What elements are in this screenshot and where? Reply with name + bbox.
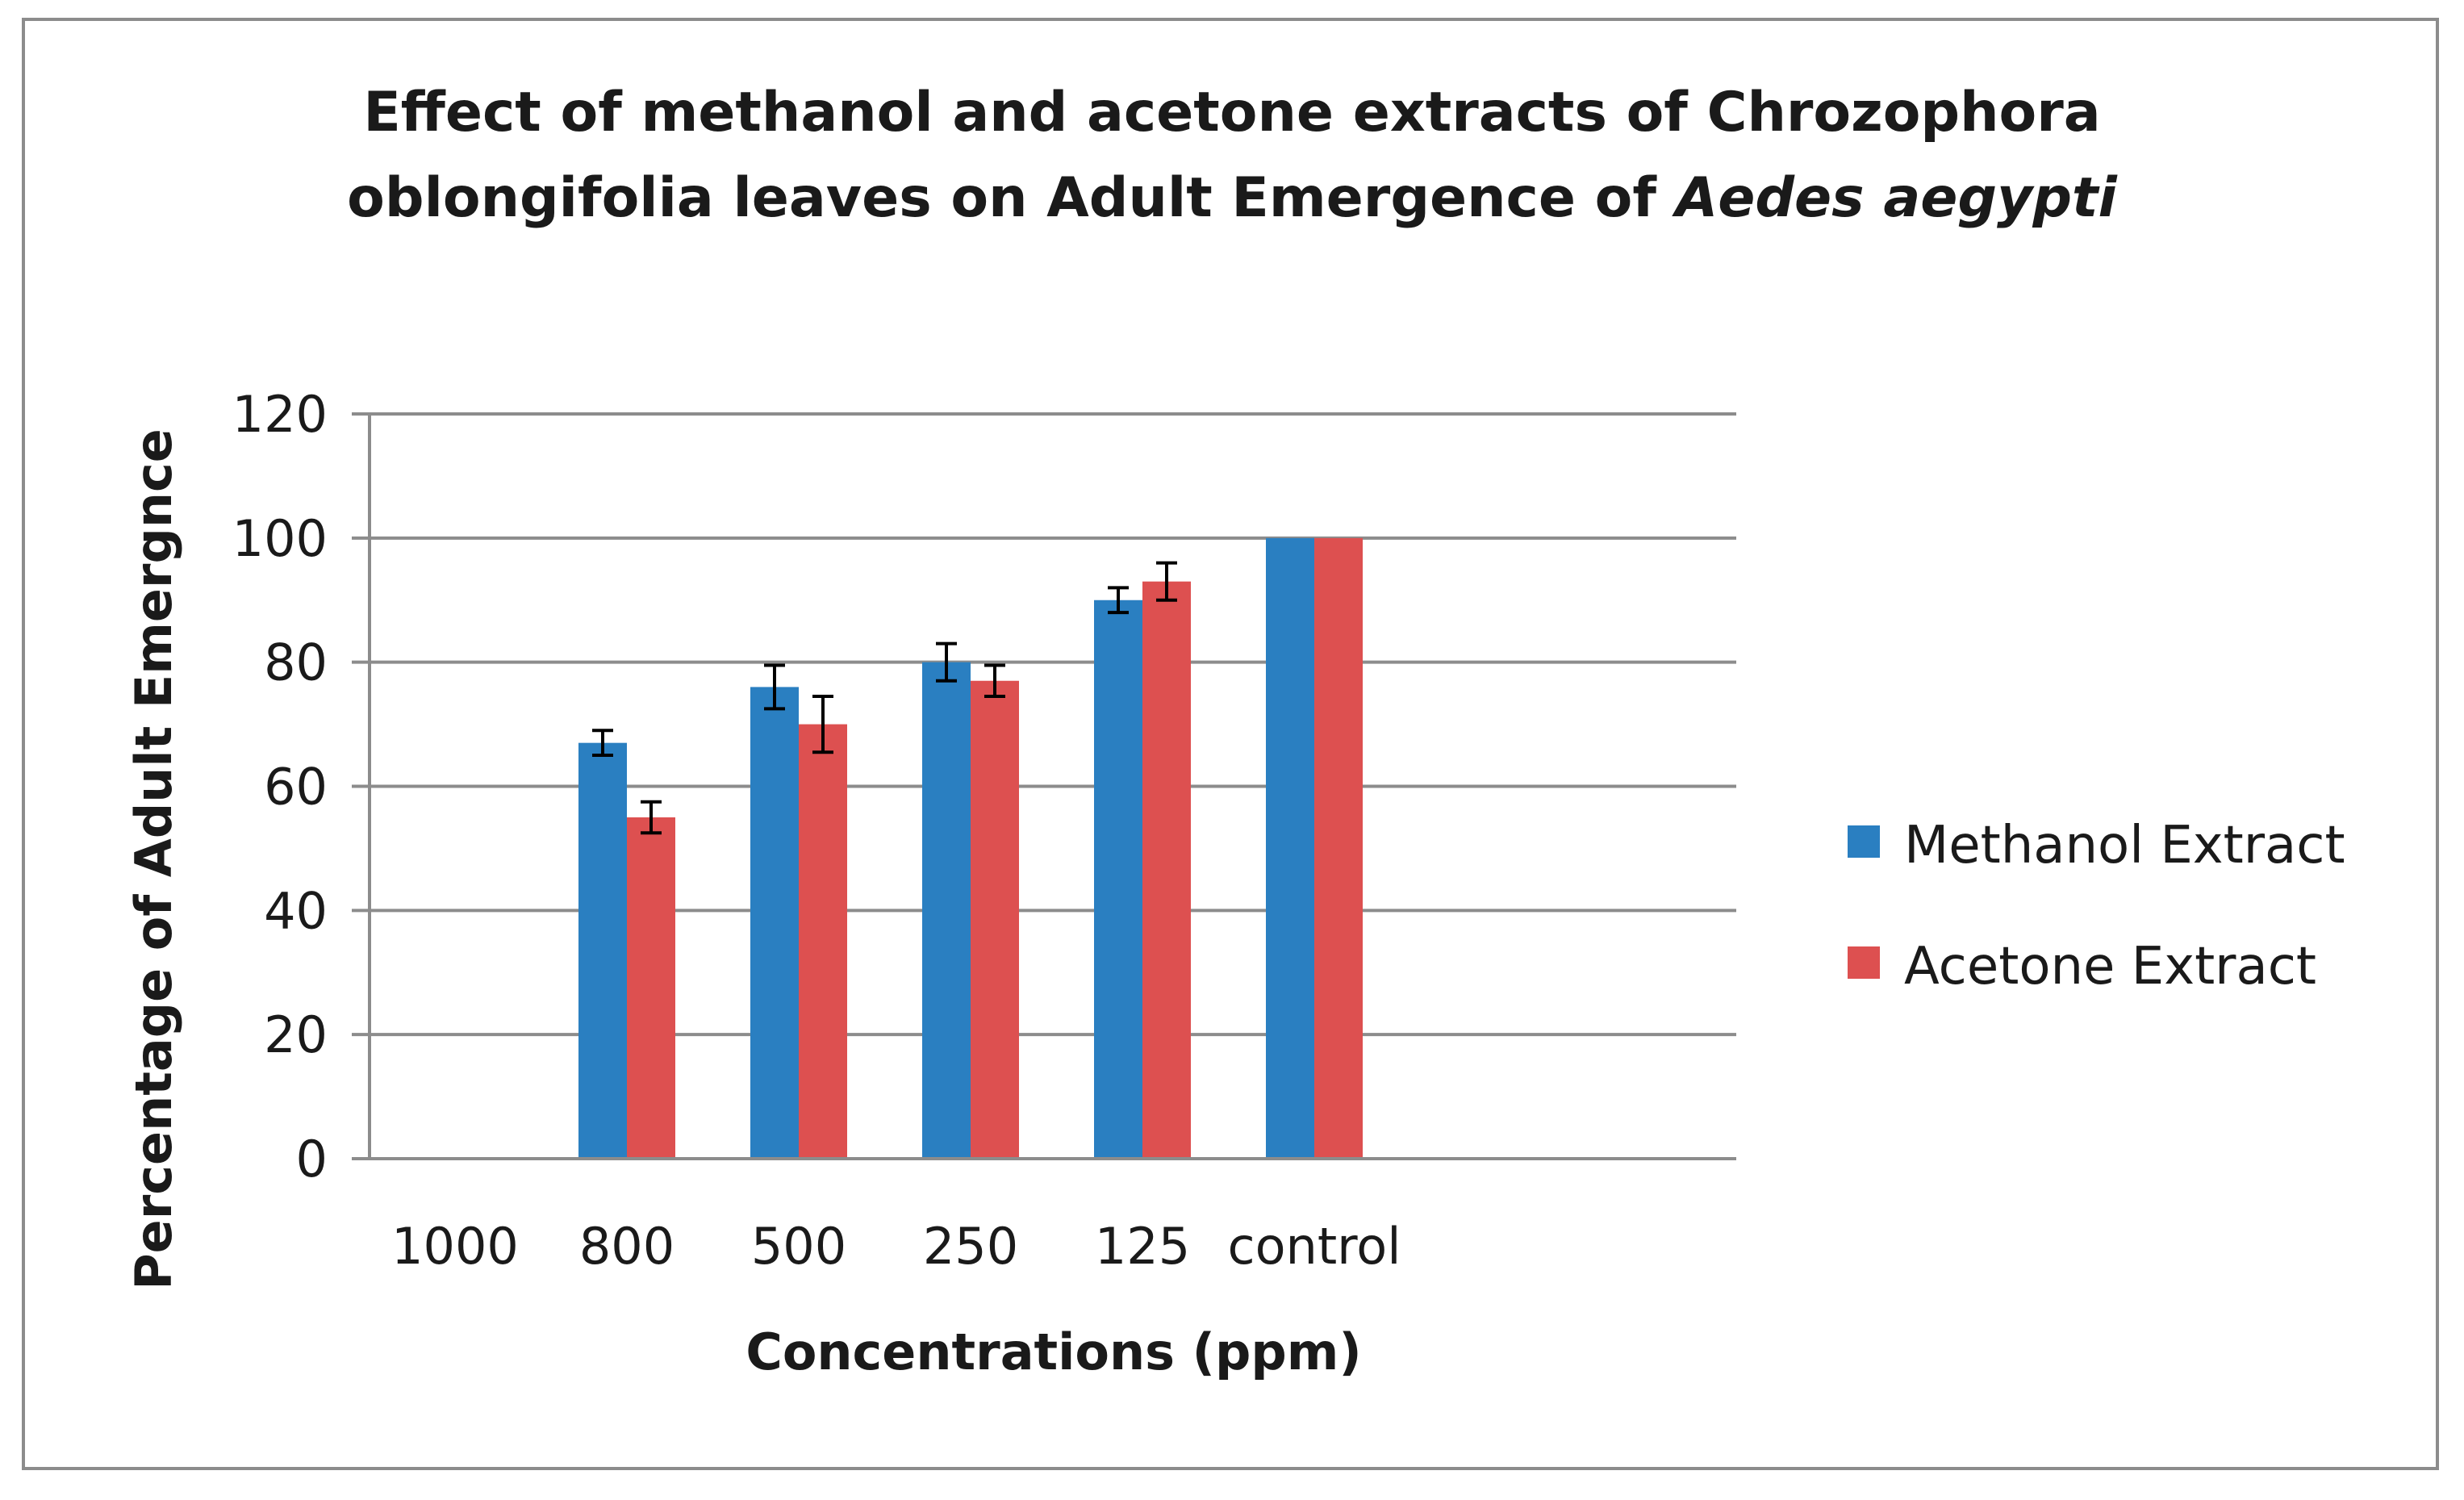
bar-methanol-extract-250 bbox=[922, 662, 971, 1159]
axes: 0 20 40 60 80 100 120 1000 800 500 250 125 control bbox=[232, 385, 1736, 1276]
legend-label-acetone-extract: Acetone Extract bbox=[1904, 937, 2316, 997]
bar-methanol-extract-500 bbox=[750, 687, 799, 1159]
y-axis-label: Percentage of Adult Emergnce bbox=[124, 428, 183, 1290]
bar-methanol-extract-800 bbox=[578, 742, 627, 1159]
bar-methanol-extract-control bbox=[1266, 537, 1314, 1159]
chart-title-line2-italic: Aedes aegypti bbox=[1672, 166, 2119, 230]
x-tick-label-250: 250 bbox=[923, 1217, 1018, 1276]
bar-methanol-extract-125 bbox=[1094, 600, 1142, 1159]
bar-acetone-extract-control bbox=[1314, 537, 1363, 1159]
chart-title-line2: oblongifolia leaves on Adult Emergence o… bbox=[347, 166, 2118, 230]
legend: Methanol Extract Acetone Extract bbox=[1848, 816, 2345, 997]
legend-label-methanol-extract: Methanol Extract bbox=[1904, 816, 2345, 875]
bar-acetone-extract-125 bbox=[1142, 581, 1191, 1159]
bar-acetone-extract-800 bbox=[627, 817, 675, 1159]
x-tick-label-control: control bbox=[1228, 1217, 1401, 1276]
y-tick-label-80: 80 bbox=[264, 633, 328, 692]
y-tick-label-120: 120 bbox=[232, 385, 328, 444]
x-tick-label-125: 125 bbox=[1095, 1217, 1190, 1276]
bar-acetone-extract-500 bbox=[799, 724, 847, 1159]
legend-swatch-acetone-extract bbox=[1848, 946, 1880, 979]
chart-title-line2-main: oblongifolia leaves on Adult Emergence o… bbox=[347, 166, 1675, 230]
y-tick-label-0: 0 bbox=[296, 1130, 328, 1189]
x-axis-label: Concentrations (ppm) bbox=[745, 1322, 1361, 1381]
y-tick-label-20: 20 bbox=[264, 1005, 328, 1064]
chart-title-line1: Effect of methanol and acetone extracts … bbox=[363, 81, 2100, 144]
bars bbox=[578, 537, 1363, 1159]
x-tick-label-800: 800 bbox=[579, 1217, 674, 1276]
legend-swatch-methanol-extract bbox=[1848, 825, 1880, 858]
y-tick-label-60: 60 bbox=[264, 758, 328, 817]
gridlines bbox=[370, 412, 1736, 1037]
x-tick-label-1000: 1000 bbox=[391, 1217, 519, 1276]
bar-acetone-extract-250 bbox=[971, 680, 1019, 1159]
chart-frame bbox=[22, 18, 2439, 1470]
x-tick-label-500: 500 bbox=[751, 1217, 846, 1276]
error-bars bbox=[592, 561, 1177, 835]
y-tick-label-40: 40 bbox=[264, 881, 328, 940]
y-tick-label-100: 100 bbox=[232, 509, 328, 568]
